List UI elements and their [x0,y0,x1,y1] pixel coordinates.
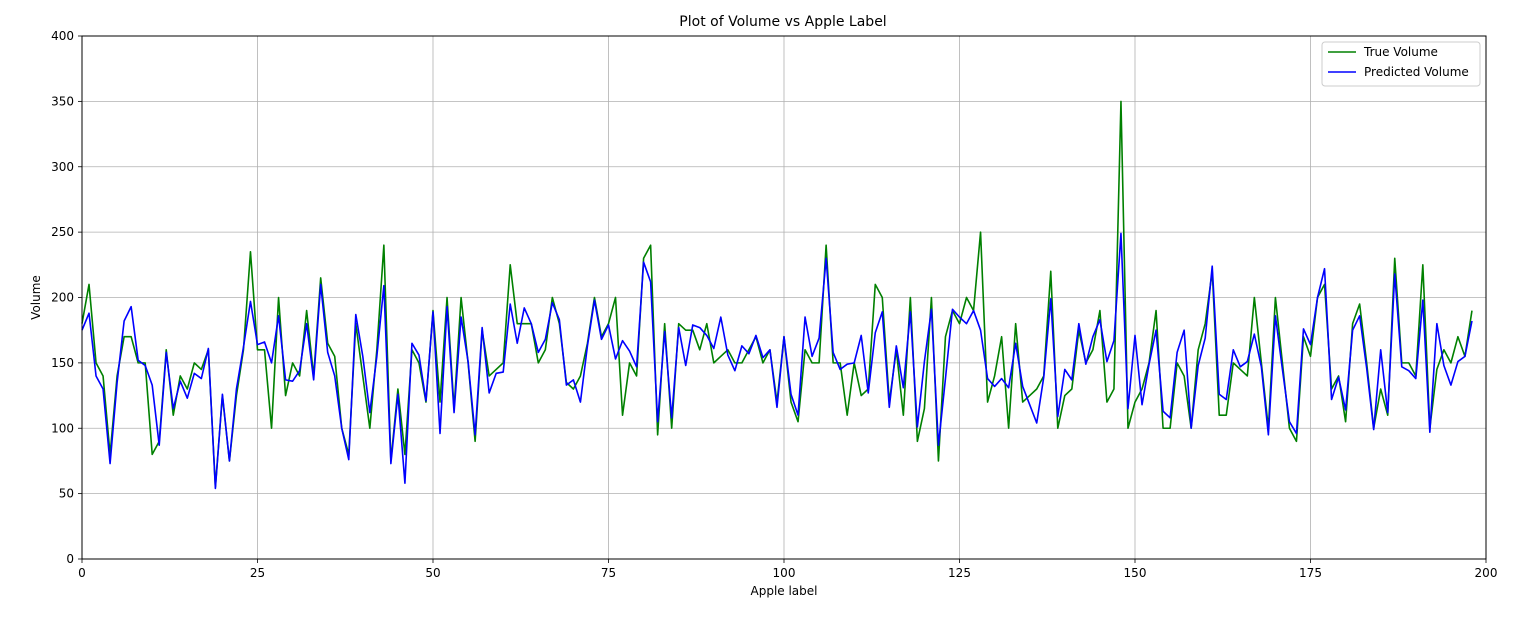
x-tick-label: 100 [773,566,796,580]
series-layer [81,100,1473,490]
y-tick-label: 150 [51,356,74,370]
x-axis-label: Apple label [751,584,818,598]
y-tick-label: 0 [66,552,74,566]
chart-title: Plot of Volume vs Apple Label [679,14,886,30]
y-axis-ticks: 0 50 100 150 200 250 300 350 400 [51,29,82,566]
y-tick-label: 400 [51,29,74,43]
x-tick-label: 150 [1124,566,1147,580]
y-tick-label: 50 [59,487,74,501]
x-tick-label: 200 [1475,566,1498,580]
legend-label-true-volume: True Volume [1363,45,1438,59]
legend-label-predicted-volume: Predicted Volume [1364,65,1469,79]
x-tick-label: 0 [78,566,86,580]
x-tick-label: 25 [250,566,265,580]
x-tick-label: 175 [1299,566,1322,580]
x-tick-label: 75 [601,566,616,580]
series-line-predicted-volume [81,232,1473,490]
y-tick-label: 200 [51,291,74,305]
y-tick-label: 300 [51,160,74,174]
legend-box [1321,41,1481,87]
x-axis-ticks: 0 25 50 75 100 125 150 175 200 [78,559,1497,580]
legend: True Volume Predicted Volume [1321,41,1481,87]
x-tick-label: 50 [425,566,440,580]
y-tick-label: 100 [51,421,74,435]
y-tick-label: 250 [51,225,74,239]
y-tick-label: 350 [51,94,74,108]
y-axis-label: Volume [29,275,43,320]
x-tick-label: 125 [948,566,971,580]
